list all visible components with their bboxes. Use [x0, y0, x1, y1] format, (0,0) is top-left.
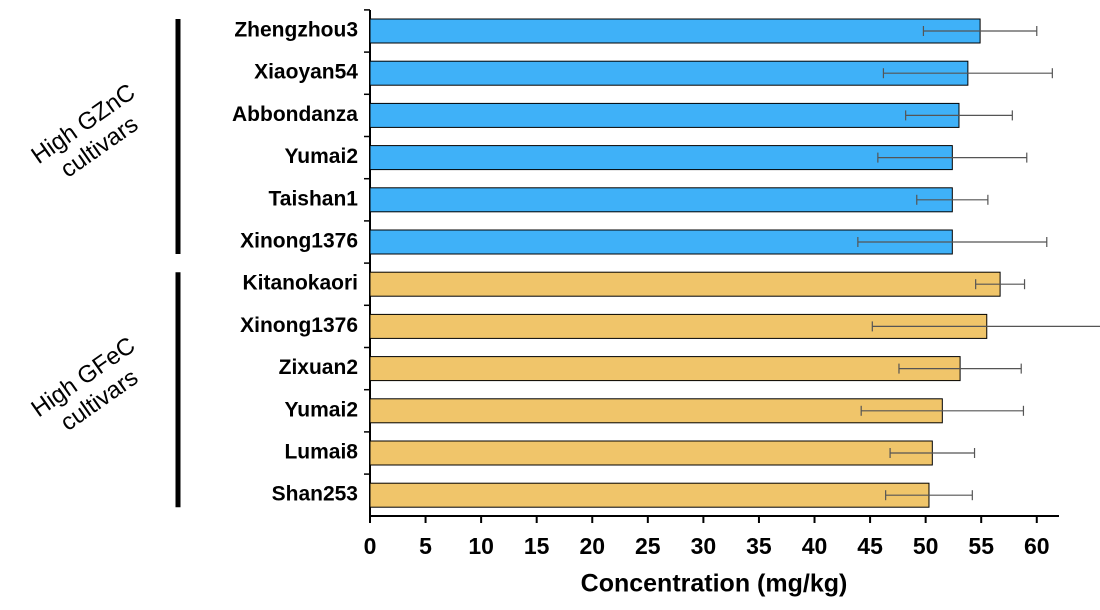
y-tick-label: Taishan1	[269, 187, 359, 210]
error-bar	[885, 490, 973, 501]
x-tick-label: 45	[857, 533, 883, 559]
x-tick-label: 40	[802, 533, 828, 559]
y-tick-label: Abbondanza	[232, 103, 358, 126]
x-tick-label: 50	[913, 533, 939, 559]
error-bar	[916, 194, 989, 205]
x-axis-title: Concentration (mg/kg)	[581, 570, 848, 598]
x-tick-label: 0	[364, 533, 377, 559]
error-bar	[922, 26, 1038, 36]
y-tick-label: Xiaoyan54	[254, 61, 358, 84]
x-tick-label: 15	[524, 533, 550, 559]
bar	[369, 187, 953, 213]
y-tick-label: Zhengzhou3	[234, 19, 358, 42]
error-bar	[871, 321, 1100, 332]
error-bar	[975, 279, 1026, 290]
bar	[369, 271, 1001, 297]
y-tick-label: Kitanokaori	[242, 272, 358, 295]
bar	[369, 145, 953, 171]
y-tick-label: Yumai2	[284, 145, 358, 168]
y-tick-label: Xinong1376	[240, 230, 358, 253]
x-tick-label: 25	[635, 533, 661, 559]
bar	[369, 482, 930, 508]
x-tick-label: 60	[1024, 533, 1050, 559]
bar	[369, 18, 981, 44]
y-tick-label: Zixuan2	[279, 356, 358, 379]
error-bar	[877, 152, 1028, 163]
x-tick-label: 10	[468, 533, 494, 559]
bar	[369, 60, 969, 86]
bar	[369, 102, 960, 128]
y-tick-label: Shan253	[272, 483, 358, 506]
y-tick-label: Lumai8	[284, 441, 358, 464]
y-tick-label: Xinong1376	[240, 314, 358, 337]
error-bar	[857, 237, 1048, 247]
bar	[369, 229, 953, 255]
x-tick-label: 20	[579, 533, 605, 559]
bar	[369, 440, 933, 466]
error-bar	[882, 68, 1053, 79]
x-tick-label: 35	[746, 533, 772, 559]
bar	[369, 356, 961, 382]
error-bar	[905, 110, 1013, 121]
error-bar	[889, 448, 976, 458]
x-tick-label: 55	[968, 533, 994, 559]
x-tick-label: 30	[691, 533, 717, 559]
y-tick-label: Yumai2	[284, 398, 358, 421]
error-bar	[860, 405, 1025, 416]
x-tick-label: 5	[419, 533, 432, 559]
bar	[369, 398, 943, 424]
error-bar	[898, 363, 1022, 374]
